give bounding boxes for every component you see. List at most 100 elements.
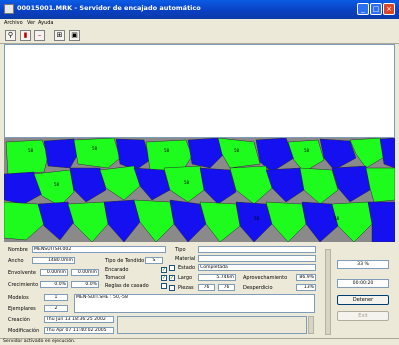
tipo-field[interactable] xyxy=(198,246,316,253)
modelos-field[interactable]: 1 xyxy=(44,294,68,301)
window-title: 00015001.MRK - Servidor de encajado auto… xyxy=(17,4,201,12)
estado-label: Estado xyxy=(178,265,196,271)
nombre-label: Nombre xyxy=(8,247,28,253)
marker-piece xyxy=(379,138,395,169)
tipo-tendido-label: Tipo de Tendido xyxy=(105,258,145,264)
marker-piece xyxy=(265,201,307,242)
estado-checkbox[interactable] xyxy=(169,265,175,271)
creacion-label: Creación xyxy=(8,317,30,323)
close-button[interactable]: × xyxy=(383,3,395,15)
estado-field[interactable]: Completada xyxy=(198,264,316,271)
screen-button[interactable]: ▣ xyxy=(69,30,80,41)
network-button[interactable]: ⊞ xyxy=(54,30,65,41)
marker-piece xyxy=(133,199,175,242)
piezas-field-2[interactable]: 76 xyxy=(218,284,235,291)
material-label: Material xyxy=(175,256,196,262)
check-icon: ✓ xyxy=(170,275,175,281)
marker-piece xyxy=(145,139,193,173)
tool-button[interactable]: ⚲ xyxy=(5,30,16,41)
elapsed-time-field: 00:00:20 xyxy=(337,279,389,288)
ancho-label: Ancho xyxy=(8,258,24,264)
desperdicio-field[interactable]: 13% xyxy=(296,284,316,291)
minimize-button[interactable]: _ xyxy=(357,3,369,15)
marker-piece xyxy=(99,165,141,201)
marker-piece xyxy=(169,199,207,242)
marker-piece xyxy=(331,201,373,242)
ancho-field[interactable]: 1480.0mm xyxy=(32,257,75,264)
menu-ver[interactable]: Ver xyxy=(27,20,36,26)
encarado-checkbox[interactable]: ✓ xyxy=(161,267,167,273)
maximize-button[interactable]: □ xyxy=(370,3,382,15)
marker-info-panel: Nombre MENSUITSH.002 Ancho 1480.0mm Tipo… xyxy=(4,243,321,338)
marker-piece xyxy=(301,201,339,242)
marker-piece xyxy=(43,138,79,169)
modificacion-field[interactable]: Thu Apr 07 11:40:02 2005 xyxy=(44,327,114,334)
marker-piece xyxy=(103,199,141,242)
encarado-label: Encarado xyxy=(105,267,129,273)
marker-piece xyxy=(33,169,75,207)
marker-piece xyxy=(69,167,107,203)
detener-button[interactable]: Detener xyxy=(337,295,389,305)
marker-piece xyxy=(199,201,241,242)
piezas-label: Piezas xyxy=(178,285,194,291)
largo-label: Largo xyxy=(178,275,193,281)
nombre-field[interactable]: MENSUITSH.002 xyxy=(32,246,166,253)
marker-piece xyxy=(73,138,121,169)
tomacol-checkbox[interactable]: ✓ xyxy=(161,275,167,281)
marker-piece xyxy=(37,201,75,241)
marker-piece xyxy=(5,139,49,175)
marker-piece xyxy=(217,138,261,169)
marker-layout: 58 58 58 58 58 58 58 58 58 xyxy=(4,138,395,242)
screen-icon: ▣ xyxy=(71,31,78,39)
creacion-field[interactable]: Thu Jun 13 18:36:25 2002 xyxy=(44,316,114,323)
progress-percent-field: 33 % xyxy=(337,260,389,269)
toolbar: ⚲ ▮ – ⊞ ▣ xyxy=(0,28,399,44)
minus-button[interactable]: – xyxy=(34,30,45,41)
marker-piece xyxy=(199,167,237,205)
marker-button[interactable]: ▮ xyxy=(20,30,31,41)
piezas-field-1[interactable]: 76 xyxy=(198,284,215,291)
tipo-label: Tipo xyxy=(175,247,186,253)
exit-button[interactable]: Exit xyxy=(337,311,389,321)
material-field[interactable] xyxy=(198,255,316,262)
marker-piece xyxy=(163,165,205,203)
modelo-item[interactable]: MEN-SUIT.SHE : 50,-58 xyxy=(76,295,128,300)
marker-piece xyxy=(133,167,171,201)
status-bar: Servidor activado en ejecución. xyxy=(0,338,399,345)
largo-field[interactable]: 5.746m xyxy=(198,274,236,281)
tipo-tendido-field[interactable]: S xyxy=(145,257,163,264)
notes-scrollbar[interactable] xyxy=(308,316,314,334)
menu-bar: Archivo Ver Ayuda xyxy=(0,19,399,28)
app-icon xyxy=(4,4,14,14)
modelos-label: Modelos xyxy=(8,295,29,301)
check-icon: ✓ xyxy=(162,267,167,273)
piece-label: 58 xyxy=(164,148,170,153)
envolvente-field-1[interactable]: 0.00mm xyxy=(40,269,68,276)
preview-area xyxy=(4,44,395,138)
ejemplares-field[interactable]: 2 xyxy=(44,305,68,312)
crecimiento-field-1[interactable]: 0.0% xyxy=(40,281,68,288)
reglas-casado-label: Reglas de casado xyxy=(105,283,149,289)
reglas-casado-checkbox[interactable] xyxy=(161,283,167,289)
crecimiento-field-2[interactable]: 0.0% xyxy=(71,281,99,288)
network-icon: ⊞ xyxy=(56,31,63,39)
check-icon: ✓ xyxy=(162,275,167,281)
marker-piece xyxy=(331,165,371,203)
piece-label: 58 xyxy=(334,216,340,221)
marker-piece xyxy=(349,138,387,169)
marker-piece xyxy=(367,201,395,242)
piezas-checkbox[interactable] xyxy=(169,285,175,291)
aprovechamiento-field[interactable]: 86.9% xyxy=(296,274,316,281)
menu-archivo[interactable]: Archivo xyxy=(4,20,23,26)
largo-checkbox[interactable]: ✓ xyxy=(169,275,175,281)
marker-piece xyxy=(255,138,295,173)
menu-ayuda[interactable]: Ayuda xyxy=(38,20,54,26)
envolvente-field-2[interactable]: 0.00mm xyxy=(71,269,99,276)
modificacion-label: Modificación xyxy=(8,328,40,334)
marker-piece xyxy=(319,138,357,171)
progress-scrollbar[interactable] xyxy=(325,249,331,335)
modelos-list[interactable]: MEN-SUIT.SHE : 50,-58 xyxy=(74,294,315,313)
marker-piece xyxy=(287,139,325,173)
notes-area[interactable] xyxy=(117,316,307,334)
marker-piece xyxy=(67,201,109,242)
